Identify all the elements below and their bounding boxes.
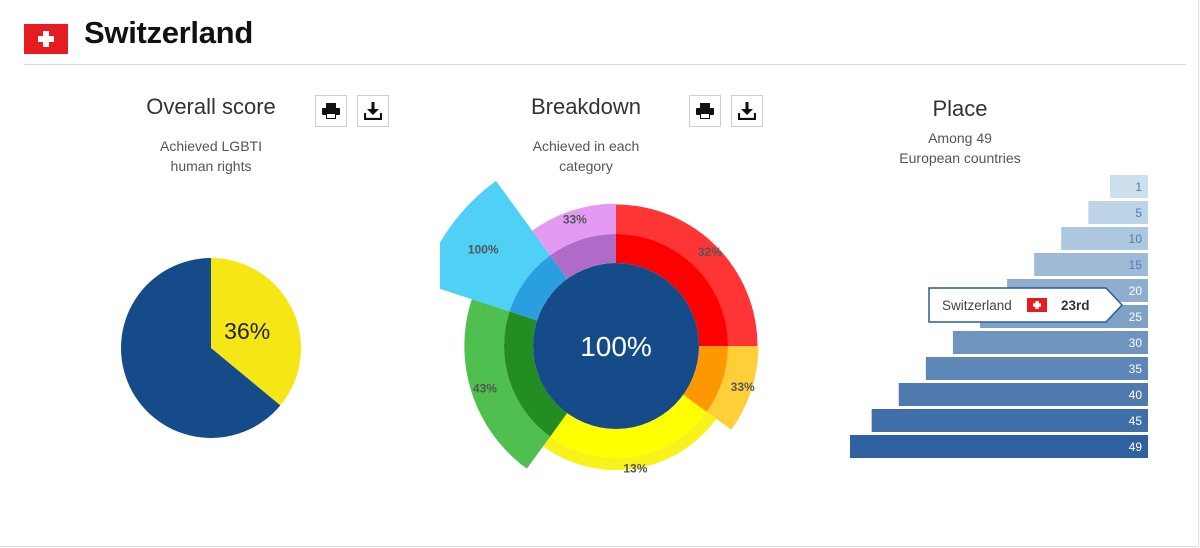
overall-score-title: Overall score (146, 94, 276, 119)
breakdown-ring-segment-5 (550, 234, 616, 279)
overall-score-subtitle-line2: human rights (170, 158, 252, 174)
overall-download-button[interactable] (357, 95, 389, 127)
place-subtitle-line2: European countries (899, 150, 1021, 166)
rank-bar-label: 5 (1135, 206, 1142, 220)
download-icon (364, 102, 382, 120)
rank-bar-label: 35 (1129, 362, 1143, 376)
breakdown-outer-segment-2 (543, 411, 717, 470)
rank-bar-35 (925, 357, 1148, 380)
rank-bar-label: 45 (1129, 414, 1143, 428)
rank-bar-label: 30 (1129, 336, 1143, 350)
breakdown-download-button[interactable] (731, 95, 763, 127)
breakdown-subtitle-line2: category (559, 158, 613, 174)
breakdown-center-circle (533, 263, 699, 429)
breakdown-ring-segment-2 (550, 394, 707, 458)
breakdown-outer-segment-0 (616, 204, 758, 346)
breakdown-ring-segment-0 (616, 234, 728, 346)
place-subtitle: Among 49 European countries (860, 128, 1060, 168)
rank-bar-label: 20 (1129, 284, 1143, 298)
rank-bar-label: 40 (1129, 388, 1143, 402)
pie-slice-0 (211, 258, 301, 406)
rank-bar-1 (1110, 175, 1148, 198)
rank-bar-label: 15 (1129, 258, 1143, 272)
print-icon (322, 103, 340, 119)
place-title: Place (932, 96, 988, 121)
rank-bar-15 (1034, 253, 1148, 276)
breakdown-data-label-3: 43% (473, 382, 497, 396)
breakdown-ring-segment-3 (504, 311, 568, 437)
print-icon (696, 103, 714, 119)
pie-data-label: 36% (224, 318, 270, 344)
breakdown-data-label-1: 33% (731, 380, 755, 394)
breakdown-data-label-0: 32% (698, 245, 722, 259)
rank-bar-49 (850, 435, 1148, 458)
overall-score-subtitle: Achieved LGBTI human rights (111, 136, 311, 176)
breakdown-title: Breakdown (530, 94, 642, 119)
breakdown-chart: 32% 33% 13% 43% 100% 33% 100% (440, 180, 759, 475)
country-header: Switzerland (24, 12, 1186, 65)
overall-score-subtitle-line1: Achieved LGBTI (160, 138, 262, 154)
rank-bar-40 (898, 383, 1148, 406)
breakdown-outer-segment-3 (464, 299, 551, 469)
breakdown-ring-segment-4 (509, 255, 568, 321)
overall-print-button[interactable] (315, 95, 347, 127)
breakdown-data-label-5: 33% (563, 212, 587, 226)
rank-bar-label: 49 (1129, 440, 1143, 454)
overall-score-pie: 36% (121, 258, 301, 438)
rank-bar-label: 1 (1135, 180, 1142, 194)
breakdown-outer-segment-1 (706, 346, 759, 430)
breakdown-subtitle-line1: Achieved in each (532, 138, 640, 154)
callout-country: Switzerland (942, 298, 1012, 313)
breakdown-data-label-2: 13% (623, 461, 647, 475)
rank-bar-30 (952, 331, 1148, 354)
place-subtitle-line1: Among 49 (928, 130, 992, 146)
rank-bar-label: 10 (1129, 232, 1143, 246)
download-icon (738, 102, 756, 120)
breakdown-center-label: 100% (580, 331, 652, 362)
breakdown-ring-segment-1 (683, 346, 728, 412)
rank-bar-10 (1061, 227, 1148, 250)
rank-bar-label: 25 (1129, 310, 1143, 324)
rank-callout: Switzerland 23rd (928, 287, 1124, 323)
breakdown-outer-segment-5 (532, 203, 616, 256)
swiss-flag-icon (1027, 298, 1047, 312)
breakdown-subtitle: Achieved in each category (486, 136, 686, 176)
breakdown-outer-segment-4 (440, 180, 551, 312)
callout-rank: 23rd (1061, 298, 1090, 313)
rank-bar-5 (1088, 201, 1148, 224)
pie-slice-1 (121, 258, 281, 438)
rank-bar-45 (871, 409, 1148, 432)
breakdown-data-label-4: 100% (468, 243, 499, 257)
country-title: Switzerland (84, 15, 253, 50)
swiss-flag-icon (24, 24, 68, 54)
breakdown-print-button[interactable] (689, 95, 721, 127)
